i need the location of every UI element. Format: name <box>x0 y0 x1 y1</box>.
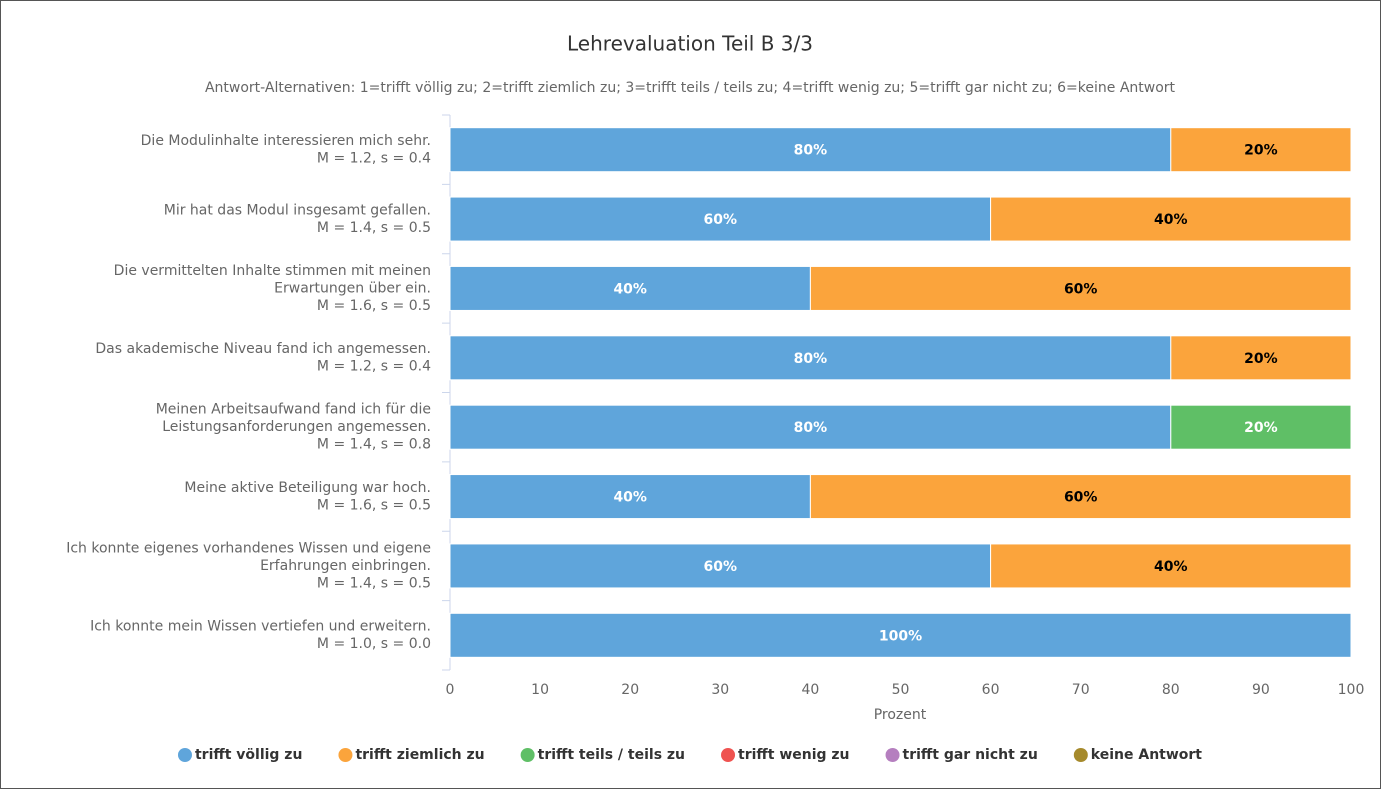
data-label: 20% <box>1244 351 1278 367</box>
data-label: 20% <box>1244 143 1278 159</box>
category-label: Leistungsanforderungen angemessen. <box>162 419 431 435</box>
bar-segment <box>990 196 1352 242</box>
legend-label: trifft ziemlich zu <box>355 747 484 763</box>
legend-marker <box>885 748 900 762</box>
x-tick-label: 90 <box>1252 682 1270 698</box>
legend-marker <box>721 748 736 762</box>
legend-label: trifft völlig zu <box>195 747 302 763</box>
data-label: 20% <box>1244 420 1278 436</box>
category-label: Ich konnte mein Wissen vertiefen und erw… <box>90 619 431 635</box>
x-tick-label: 30 <box>711 682 729 698</box>
category-label: M = 1.0, s = 0.0 <box>317 636 431 652</box>
data-label: 40% <box>613 490 647 506</box>
chart-title: Lehrevaluation Teil B 3/3 <box>567 32 813 56</box>
x-tick-label: 40 <box>801 682 819 698</box>
bar-segment <box>1170 127 1352 173</box>
bar-segment <box>449 474 811 520</box>
x-axis-label: Prozent <box>874 707 927 723</box>
data-label: 40% <box>1154 212 1188 228</box>
x-tick-label: 60 <box>982 682 1000 698</box>
category-label: Meinen Arbeitsaufwand fand ich für die <box>156 402 431 418</box>
data-label: 80% <box>794 351 828 367</box>
category-label: M = 1.4, s = 0.8 <box>317 437 431 453</box>
category-label: M = 1.6, s = 0.5 <box>317 298 431 314</box>
bar-segment <box>1170 335 1352 381</box>
bar-segment <box>990 543 1352 589</box>
bar-segment <box>809 265 1352 311</box>
category-label: Das akademische Niveau fand ich angemess… <box>95 341 431 357</box>
category-label: M = 1.4, s = 0.5 <box>317 220 431 236</box>
category-label: Erwartungen über ein. <box>274 280 431 296</box>
category-label: Meine aktive Beteiligung war hoch. <box>184 480 431 496</box>
bar-segment <box>449 404 1172 450</box>
x-tick-label: 70 <box>1072 682 1090 698</box>
bar-segment <box>449 335 1172 381</box>
data-label: 80% <box>794 420 828 436</box>
category-label: Die Modulinhalte interessieren mich sehr… <box>141 133 431 149</box>
data-label: 40% <box>613 281 647 297</box>
legend-label: trifft gar nicht zu <box>903 747 1038 763</box>
bar-segment <box>449 265 811 311</box>
bar-segment <box>449 196 992 242</box>
category-label: M = 1.2, s = 0.4 <box>317 150 431 166</box>
data-label: 60% <box>1064 490 1098 506</box>
data-label: 60% <box>1064 281 1098 297</box>
legend-marker <box>520 748 535 762</box>
chart-subtitle: Antwort-Alternativen: 1=trifft völlig zu… <box>205 80 1176 96</box>
legend-label: trifft teils / teils zu <box>538 747 685 763</box>
category-label: M = 1.2, s = 0.4 <box>317 359 431 375</box>
data-label: 60% <box>704 212 738 228</box>
data-label: 100% <box>879 628 922 644</box>
bar-segment <box>449 612 1352 658</box>
category-label: Ich konnte eigenes vorhandenes Wissen un… <box>66 540 431 556</box>
data-label: 60% <box>704 559 738 575</box>
legend-marker <box>177 748 192 762</box>
data-label: 80% <box>794 143 828 159</box>
x-tick-label: 0 <box>446 682 455 698</box>
legend-label: trifft wenig zu <box>738 747 850 763</box>
category-label: Erfahrungen einbringen. <box>260 558 431 574</box>
bar-segment <box>1170 404 1352 450</box>
category-label: Mir hat das Modul insgesamt gefallen. <box>164 202 431 218</box>
data-label: 40% <box>1154 559 1188 575</box>
x-tick-label: 100 <box>1338 682 1365 698</box>
legend-marker <box>1073 748 1088 762</box>
legend-marker <box>338 748 353 762</box>
x-tick-label: 10 <box>531 682 549 698</box>
bar-segment <box>809 474 1352 520</box>
category-label: M = 1.6, s = 0.5 <box>317 497 431 513</box>
category-label: M = 1.4, s = 0.5 <box>317 575 431 591</box>
bar-segment <box>449 543 992 589</box>
x-tick-label: 80 <box>1162 682 1180 698</box>
x-tick-label: 50 <box>892 682 910 698</box>
category-label: Die vermittelten Inhalte stimmen mit mei… <box>114 263 431 279</box>
legend-label: keine Antwort <box>1091 747 1203 763</box>
x-tick-label: 20 <box>621 682 639 698</box>
